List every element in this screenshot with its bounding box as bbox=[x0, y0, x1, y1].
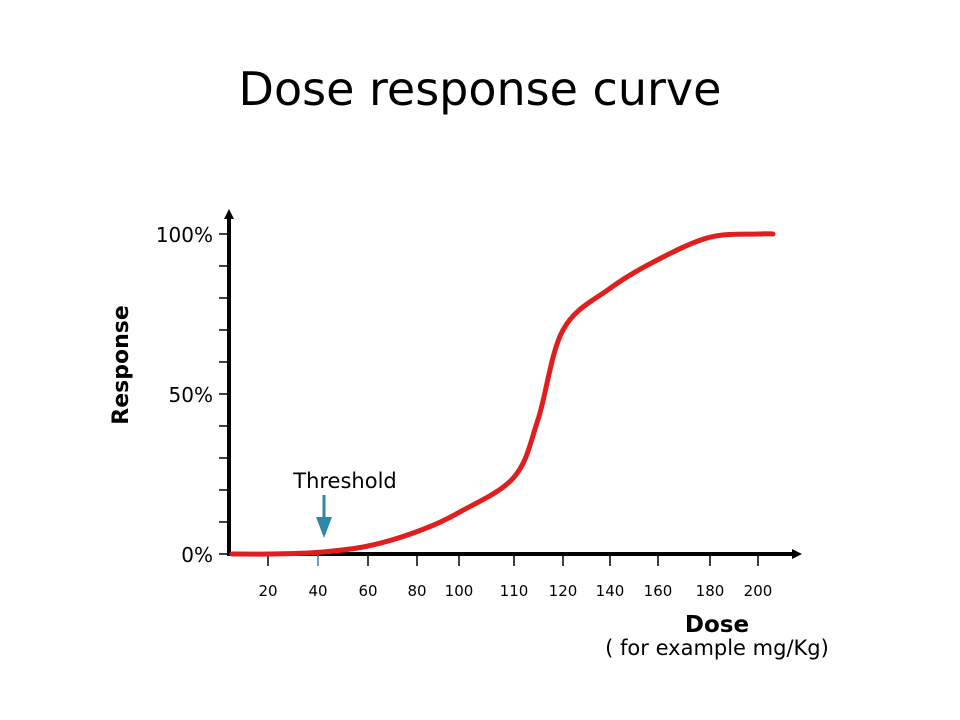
x-tick-label: 110 bbox=[500, 582, 529, 600]
x-tick-label: 120 bbox=[549, 582, 578, 600]
x-tick-labels: 20 40 60 80 100 110 120 140 160 180 200 bbox=[258, 554, 772, 600]
x-axis-unit-note: ( for example mg/Kg) bbox=[605, 636, 829, 660]
x-tick-label: 160 bbox=[644, 582, 673, 600]
slide-title: Dose response curve bbox=[238, 62, 722, 116]
y-tick-label: 100% bbox=[156, 223, 213, 247]
y-tick-label: 50% bbox=[169, 383, 213, 407]
threshold-label: Threshold bbox=[292, 469, 397, 493]
threshold-arrow-head bbox=[316, 517, 332, 538]
x-axis-label: Dose bbox=[685, 612, 749, 638]
y-tick-label: 0% bbox=[181, 543, 213, 567]
x-tick-label: 200 bbox=[744, 582, 773, 600]
x-tick-label: 140 bbox=[596, 582, 625, 600]
x-tick-label: 60 bbox=[358, 582, 377, 600]
curve-series bbox=[229, 231, 776, 557]
y-axis-minor-ticks bbox=[219, 233, 229, 555]
x-tick-label: 20 bbox=[258, 582, 277, 600]
threshold-annotation: Threshold bbox=[292, 469, 397, 538]
y-axis-label: Response bbox=[109, 305, 134, 425]
x-tick-label: 180 bbox=[696, 582, 725, 600]
y-tick-labels: 0% 50% 100% bbox=[156, 223, 213, 567]
dose-response-curve bbox=[229, 231, 776, 557]
x-tick-label: 80 bbox=[407, 582, 426, 600]
x-tick-label: 100 bbox=[445, 582, 474, 600]
x-tick-label: 40 bbox=[308, 582, 327, 600]
